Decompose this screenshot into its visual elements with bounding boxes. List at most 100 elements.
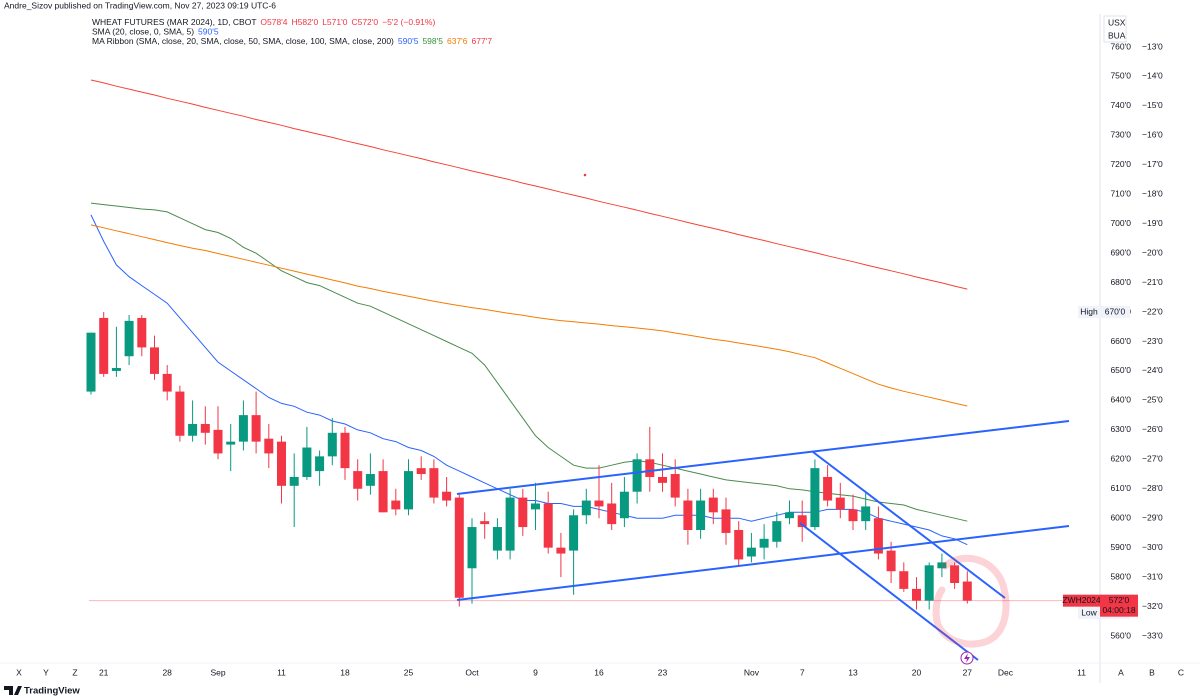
candle-body xyxy=(137,317,147,348)
candle-body xyxy=(188,423,198,436)
candle-body xyxy=(861,506,871,522)
y2-tick-label: −21'0 xyxy=(1142,277,1163,287)
toolbar-button[interactable]: Z xyxy=(72,667,77,677)
candle-body xyxy=(797,515,807,528)
y2-tick-label: −32'0 xyxy=(1142,601,1163,611)
candle-body xyxy=(759,538,769,548)
candle-body xyxy=(746,547,756,557)
legend-title: MA Ribbon (SMA, close, 20, SMA, close, 5… xyxy=(92,36,394,46)
price-label: 670'0 xyxy=(1105,306,1126,316)
candle-body xyxy=(251,415,261,442)
candle-body xyxy=(721,509,731,533)
legend-row: SMA (20, close, 0, SMA, 5) 590'5 xyxy=(92,27,219,37)
candle-body xyxy=(289,476,299,486)
candle-body xyxy=(86,332,96,392)
candle-body xyxy=(912,588,921,601)
x-tick-label: 21 xyxy=(99,667,109,677)
candle-body xyxy=(607,503,617,525)
candle-body xyxy=(785,512,794,519)
price-label-name-box xyxy=(1078,306,1100,319)
y2-tick-label: −17'0 xyxy=(1142,159,1163,169)
candle-body xyxy=(416,468,426,475)
x-tick-label: 9 xyxy=(533,667,538,677)
candle-body xyxy=(264,438,274,454)
y2-tick-label: −22'0 xyxy=(1142,306,1163,316)
y-tick-label: 650'0 xyxy=(1110,365,1131,375)
candle-body xyxy=(518,497,528,528)
candle-body xyxy=(327,432,337,457)
channel-upper xyxy=(456,420,1070,495)
y2-tick-label: −13'0 xyxy=(1142,41,1163,51)
candle-body xyxy=(569,515,579,551)
unit[interactable]: BUA xyxy=(1108,30,1126,40)
y-tick-label: 730'0 xyxy=(1110,130,1131,140)
marker-dot xyxy=(583,173,587,177)
channel-lower xyxy=(456,525,1070,601)
candle-body xyxy=(467,527,477,569)
y2-tick-label: −24'0 xyxy=(1142,365,1163,375)
symbol-label: ZWH2024 xyxy=(1062,595,1101,605)
toolbar-button[interactable]: B xyxy=(1149,667,1155,677)
candle-body xyxy=(480,521,490,525)
y2-tick-label: −19'0 xyxy=(1142,218,1163,228)
toolbar-button[interactable]: X xyxy=(16,667,22,677)
y-tick-label: 560'0 xyxy=(1110,630,1131,640)
candle-body xyxy=(848,509,858,522)
candle-body xyxy=(111,368,121,371)
moving-average xyxy=(90,202,968,522)
candle-body xyxy=(226,441,236,445)
y-tick-label: 610'0 xyxy=(1110,483,1131,493)
currency[interactable]: USX xyxy=(1108,17,1126,27)
x-tick-label: 16 xyxy=(594,667,604,677)
price-label-name-box xyxy=(1078,607,1100,620)
toolbar-button[interactable]: C xyxy=(1178,667,1184,677)
legend-row: MA Ribbon (SMA, close, 20, SMA, close, 5… xyxy=(92,36,492,46)
candle-body xyxy=(708,497,718,513)
candle-body xyxy=(162,373,172,392)
event-icon-bolt xyxy=(964,653,970,663)
legend-row: WHEAT FUTURES (MAR 2024), 1D, CBOT O578'4… xyxy=(92,17,435,27)
candle-body xyxy=(238,415,248,442)
y2-tick-label: −20'0 xyxy=(1142,247,1163,257)
toolbar-button[interactable]: A xyxy=(1118,667,1124,677)
x-tick-label: 27 xyxy=(963,667,973,677)
y-tick-label: 600'0 xyxy=(1110,512,1131,522)
y-tick-label: 580'0 xyxy=(1110,571,1131,581)
candle-body xyxy=(937,562,947,569)
legend-value: H582'0 xyxy=(292,17,319,27)
countdown: 04:00:18 xyxy=(1102,605,1135,615)
y-tick-label: 680'0 xyxy=(1110,277,1131,287)
y-tick-label: 700'0 xyxy=(1110,218,1131,228)
candle-body xyxy=(619,491,629,519)
legend-value: O578'4 xyxy=(260,17,287,27)
candle-body xyxy=(632,459,642,492)
candle-body xyxy=(581,500,591,516)
y2-tick-label: −31'0 xyxy=(1142,571,1163,581)
wedge-upper xyxy=(812,451,1006,599)
legend-value: L571'0 xyxy=(322,17,348,27)
y2-tick-label: −18'0 xyxy=(1142,189,1163,199)
candle-body xyxy=(404,471,413,510)
legend: WHEAT FUTURES (MAR 2024), 1D, CBOT O578'4… xyxy=(92,17,492,46)
candle-body xyxy=(429,468,439,498)
wedge-lower xyxy=(799,522,979,661)
toolbar-button[interactable]: Y xyxy=(43,667,49,677)
candle-body xyxy=(645,459,655,477)
candle-body xyxy=(899,571,909,589)
legend-value: 677'7 xyxy=(472,36,493,46)
x-tick-label: 7 xyxy=(800,667,805,677)
brand[interactable]: TradingView xyxy=(24,686,80,697)
y2-tick-label: −29'0 xyxy=(1142,512,1163,522)
y-tick-label: 760'0 xyxy=(1110,41,1131,51)
y2-tick-label: −15'0 xyxy=(1142,100,1163,110)
x-tick-label: Dec xyxy=(998,667,1014,677)
candle-body xyxy=(391,500,401,510)
candle-body xyxy=(99,317,109,374)
candle-body xyxy=(670,474,680,498)
plot-area xyxy=(86,79,1100,610)
brand-logo xyxy=(4,686,22,695)
candle-body xyxy=(277,441,286,486)
highlight-circle xyxy=(932,554,1010,648)
